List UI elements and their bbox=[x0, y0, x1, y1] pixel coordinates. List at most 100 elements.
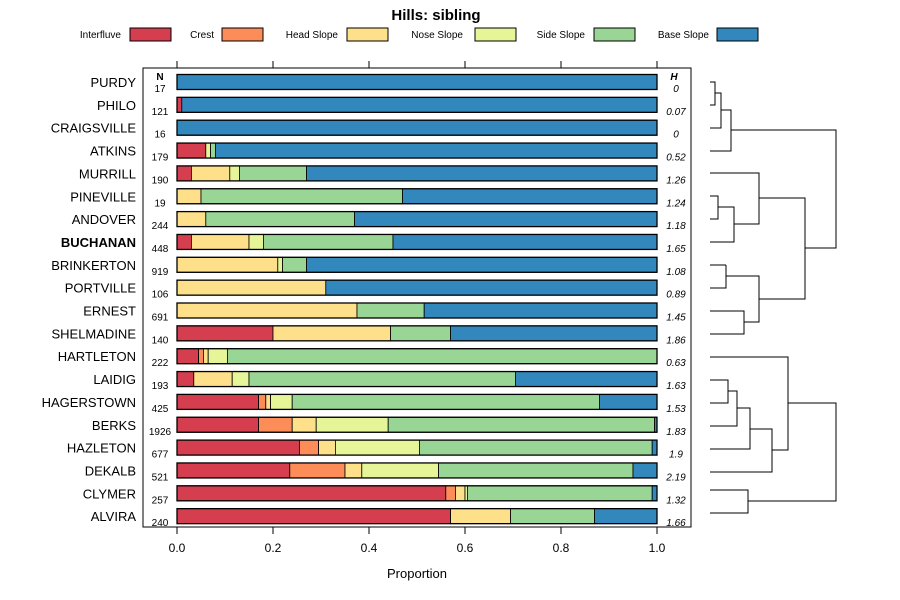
bar-outline bbox=[176, 485, 658, 502]
bar-outline bbox=[176, 507, 658, 525]
bar-segment bbox=[651, 439, 658, 456]
row-label: HAZLETON bbox=[67, 441, 136, 456]
legend-swatch bbox=[474, 27, 517, 42]
legend-label: Interfluve bbox=[80, 30, 122, 41]
bar-outline bbox=[176, 119, 658, 136]
bar-segment bbox=[176, 371, 195, 387]
h-value: 1.65 bbox=[666, 244, 686, 255]
bar-segment bbox=[632, 462, 658, 479]
x-axis-label: Proportion bbox=[387, 566, 447, 581]
bar-segment bbox=[229, 165, 240, 182]
bar-segment bbox=[306, 165, 658, 182]
bar-row: HARTLETON 222 0.63 bbox=[58, 348, 686, 369]
bar-segment bbox=[387, 416, 656, 433]
dendrogram-link bbox=[710, 206, 735, 243]
row-label: DEKALB bbox=[85, 463, 136, 478]
bar-segment bbox=[270, 393, 293, 410]
bar-segment bbox=[207, 348, 228, 365]
dendrogram-link bbox=[731, 129, 837, 249]
bar-segment bbox=[238, 165, 307, 182]
bar-segment bbox=[176, 393, 259, 410]
n-value: 240 bbox=[152, 518, 169, 529]
bar-row: MURRILL 190 1.26 bbox=[79, 165, 686, 186]
n-value: 691 bbox=[152, 313, 169, 324]
bar-segment bbox=[176, 256, 279, 273]
legend-label: Nose Slope bbox=[411, 30, 463, 41]
bar-segment bbox=[176, 211, 207, 228]
bar-row: DEKALB 521 2.19 bbox=[85, 462, 686, 483]
row-label: ATKINS bbox=[90, 144, 136, 159]
bar-outline bbox=[176, 348, 658, 365]
n-value: 919 bbox=[152, 267, 169, 278]
bar-row: HAZLETON 677 1.9 bbox=[67, 439, 683, 461]
bar-row: CLYMER 257 1.32 bbox=[83, 485, 686, 506]
legend-swatch bbox=[716, 27, 759, 42]
bar-segment bbox=[176, 165, 192, 182]
bar-segment bbox=[454, 485, 466, 502]
bar-outline bbox=[176, 416, 658, 433]
bar-segment bbox=[193, 371, 233, 387]
n-value: 140 bbox=[152, 335, 169, 346]
bar-row: CRAIGSVILLE 16 0 bbox=[51, 119, 679, 141]
bar-row: BRINKERTON 919 1.08 bbox=[51, 256, 686, 278]
row-label: HARTLETON bbox=[58, 349, 136, 364]
h-value: 1.53 bbox=[666, 404, 686, 415]
bar-segment bbox=[354, 211, 658, 228]
dendrogram-link bbox=[710, 407, 751, 450]
bar-outline bbox=[176, 233, 658, 251]
bar-row: BUCHANAN 448 1.65 bbox=[61, 233, 686, 255]
legend-label: Base Slope bbox=[658, 30, 710, 41]
bar-segment bbox=[176, 462, 291, 479]
x-tick-label: 0.0 bbox=[169, 541, 186, 555]
bar-segment bbox=[190, 165, 231, 182]
h-value: 1.63 bbox=[666, 381, 686, 392]
h-value: 2.19 bbox=[665, 472, 686, 483]
bar-outline bbox=[176, 210, 658, 228]
bar-segment bbox=[181, 96, 658, 113]
bar-segment bbox=[176, 96, 183, 113]
n-value: 121 bbox=[152, 107, 169, 118]
dendrogram-link bbox=[710, 379, 729, 404]
row-label: MURRILL bbox=[79, 166, 136, 181]
bar-segment bbox=[248, 371, 516, 387]
legend-label: Side Slope bbox=[537, 30, 586, 41]
bar-segment bbox=[315, 416, 389, 433]
h-value: 0 bbox=[673, 84, 679, 95]
n-value: 106 bbox=[152, 290, 169, 301]
h-value: 1.86 bbox=[666, 335, 686, 346]
bar-row: PHILO 121 0.07 bbox=[97, 96, 686, 118]
legend-swatch bbox=[346, 27, 389, 42]
chart-title: Hills: sibling bbox=[391, 7, 480, 24]
bar-segment bbox=[445, 485, 456, 502]
h-value: 1.08 bbox=[666, 267, 686, 278]
bar-segment bbox=[205, 142, 212, 159]
bar-segment bbox=[205, 211, 356, 228]
bar-segment bbox=[176, 325, 274, 342]
bar-segment bbox=[282, 256, 308, 273]
row-label: ERNEST bbox=[83, 304, 136, 319]
bar-outline bbox=[176, 325, 658, 342]
dendrogram-link bbox=[759, 197, 806, 300]
dendrogram-link bbox=[710, 81, 716, 106]
h-value: 0.89 bbox=[666, 290, 686, 301]
dendrogram bbox=[710, 81, 837, 514]
bar-row: BERKS 1926 1.83 bbox=[92, 416, 686, 438]
bar-segment bbox=[214, 142, 658, 159]
bar-segment bbox=[248, 234, 264, 250]
bar-segment bbox=[231, 371, 250, 387]
dendrogram-link bbox=[710, 489, 749, 514]
bar-segment bbox=[298, 439, 319, 456]
x-tick-label: 1.0 bbox=[649, 541, 666, 555]
bar-row: ATKINS 179 0.52 bbox=[90, 142, 686, 164]
n-value: 16 bbox=[154, 130, 166, 141]
bar-segment bbox=[289, 462, 346, 479]
n-value: 521 bbox=[152, 472, 169, 483]
bar-segment bbox=[198, 348, 204, 365]
bar-segment bbox=[176, 142, 207, 159]
bar-outline bbox=[176, 142, 658, 159]
bar-segment bbox=[599, 393, 658, 410]
bar-row: ANDOVER 244 1.18 bbox=[72, 210, 686, 232]
row-label: BERKS bbox=[92, 418, 136, 433]
bar-segment bbox=[176, 348, 200, 365]
bar-segment bbox=[291, 416, 317, 433]
